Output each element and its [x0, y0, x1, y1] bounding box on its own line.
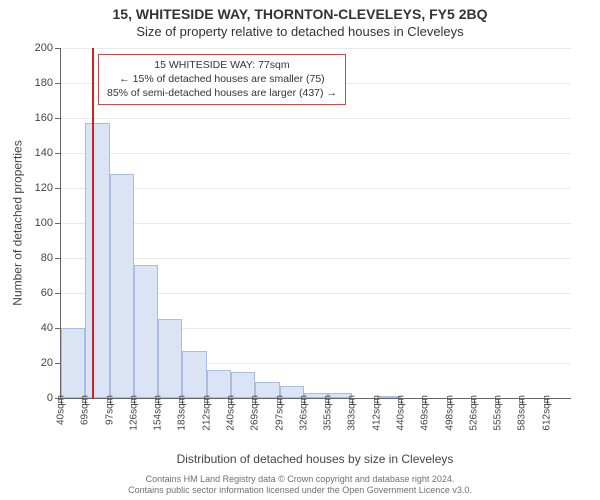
grid-line [61, 258, 571, 259]
y-tick [55, 293, 61, 294]
y-tick [55, 83, 61, 84]
histogram-bar [110, 174, 134, 398]
chart-title: 15, WHITESIDE WAY, THORNTON-CLEVELEYS, F… [0, 6, 600, 22]
x-tick-label: 612sqm [541, 395, 552, 431]
chart-subtitle: Size of property relative to detached ho… [0, 24, 600, 39]
x-tick-label: 69sqm [80, 395, 91, 425]
x-tick-label: 555sqm [493, 395, 504, 431]
y-tick [55, 118, 61, 119]
y-tick-label: 20 [41, 357, 53, 369]
x-tick-label: 412sqm [371, 395, 382, 431]
y-tick-label: 160 [35, 112, 53, 124]
x-tick-label: 383sqm [347, 395, 358, 431]
annotation-box: 15 WHITESIDE WAY: 77sqm← 15% of detached… [98, 54, 346, 105]
annotation-line-1: 15 WHITESIDE WAY: 77sqm [107, 58, 337, 72]
x-tick-label: 526sqm [468, 395, 479, 431]
annotation-line-2: ← 15% of detached houses are smaller (75… [107, 72, 337, 86]
y-tick [55, 48, 61, 49]
y-tick-label: 60 [41, 287, 53, 299]
x-axis-title: Distribution of detached houses by size … [60, 452, 570, 466]
x-tick-label: 440sqm [396, 395, 407, 431]
x-tick-label: 183sqm [177, 395, 188, 431]
histogram-bar [207, 370, 231, 398]
grid-line [61, 153, 571, 154]
x-tick-label: 97sqm [104, 395, 115, 425]
footer-line-2: Contains public sector information licen… [0, 485, 600, 496]
y-tick-label: 200 [35, 42, 53, 54]
y-tick-label: 40 [41, 322, 53, 334]
x-tick-label: 126sqm [128, 395, 139, 431]
y-tick-label: 80 [41, 252, 53, 264]
grid-line [61, 48, 571, 49]
x-tick-label: 326sqm [298, 395, 309, 431]
y-tick [55, 153, 61, 154]
y-tick-label: 120 [35, 182, 53, 194]
x-tick-label: 583sqm [517, 395, 528, 431]
y-tick-label: 180 [35, 77, 53, 89]
chart-container: 15, WHITESIDE WAY, THORNTON-CLEVELEYS, F… [0, 0, 600, 500]
x-tick-label: 498sqm [444, 395, 455, 431]
footer-line-1: Contains HM Land Registry data © Crown c… [0, 474, 600, 485]
y-tick [55, 258, 61, 259]
x-tick-label: 269sqm [250, 395, 261, 431]
x-tick-label: 469sqm [420, 395, 431, 431]
histogram-bar [134, 265, 158, 398]
histogram-bar [61, 328, 85, 398]
x-tick-label: 355sqm [323, 395, 334, 431]
y-axis-title-text: Number of detached properties [11, 140, 25, 305]
footer: Contains HM Land Registry data © Crown c… [0, 474, 600, 497]
y-tick [55, 223, 61, 224]
x-tick-label: 297sqm [274, 395, 285, 431]
y-tick-label: 100 [35, 217, 53, 229]
x-tick-label: 240sqm [226, 395, 237, 431]
histogram-bar [85, 123, 109, 398]
plot-area: 02040608010012014016018020040sqm69sqm97s… [60, 48, 571, 399]
y-axis-title: Number of detached properties [10, 48, 26, 398]
y-tick-label: 140 [35, 147, 53, 159]
histogram-bar [182, 351, 206, 398]
grid-line [61, 118, 571, 119]
y-tick [55, 188, 61, 189]
grid-line [61, 223, 571, 224]
grid-line [61, 188, 571, 189]
annotation-line-3: 85% of semi-detached houses are larger (… [107, 86, 337, 100]
marker-line [92, 48, 94, 398]
x-tick-label: 212sqm [201, 395, 212, 431]
y-tick-label: 0 [47, 392, 53, 404]
x-tick-label: 154sqm [153, 395, 164, 431]
x-tick-label: 40sqm [56, 395, 67, 425]
histogram-bar [158, 319, 182, 398]
